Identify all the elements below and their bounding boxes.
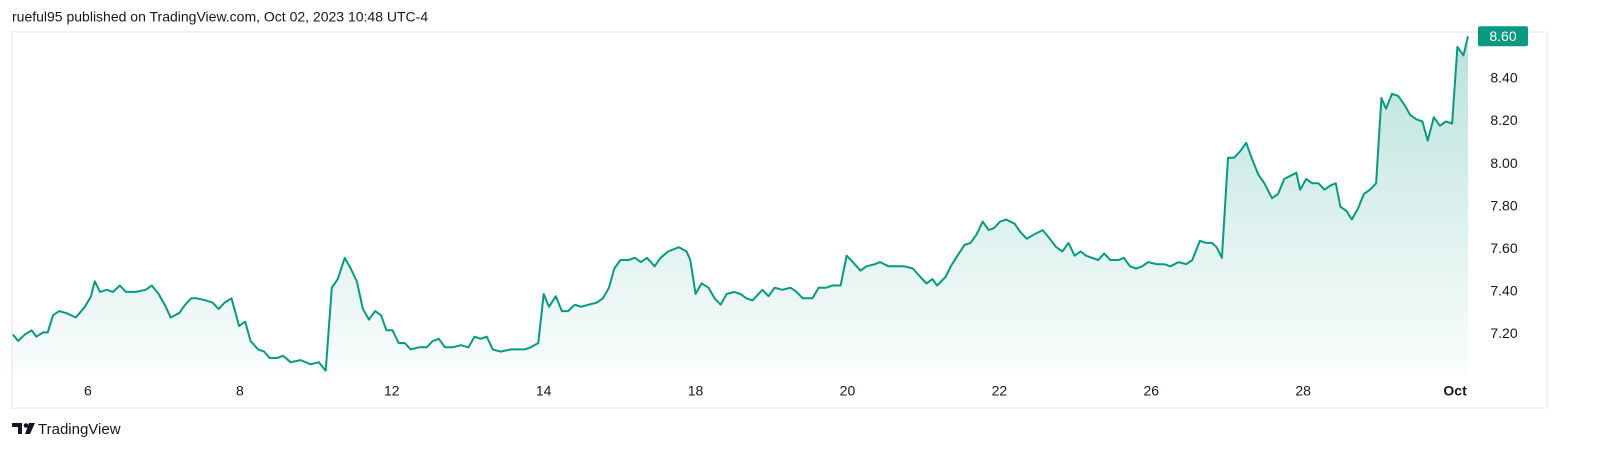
x-tick-label: 22 xyxy=(992,383,1008,399)
x-tick-label: 14 xyxy=(536,383,552,399)
price-line xyxy=(12,36,1469,372)
publish-info: rueful95 published on TradingView.com, O… xyxy=(12,9,428,25)
y-tick-label: 8.40 xyxy=(1490,70,1517,86)
chart-frame xyxy=(11,31,1548,409)
last-price-box xyxy=(1478,26,1528,47)
y-tick-label: 7.40 xyxy=(1490,283,1517,299)
area-fill xyxy=(12,36,1468,376)
x-tick-label: 26 xyxy=(1143,383,1159,399)
x-tick-label: Oct xyxy=(1443,383,1467,399)
x-tick-label: 8 xyxy=(236,383,244,399)
x-tick-label: 12 xyxy=(384,383,400,399)
logo xyxy=(12,423,35,434)
x-tick-label: 20 xyxy=(840,383,856,399)
last-price-label: 8.60 xyxy=(1489,28,1516,44)
brand-name: TradingView xyxy=(38,421,121,438)
y-tick-label: 7.20 xyxy=(1490,325,1517,341)
x-tick-label: 18 xyxy=(688,383,704,399)
y-tick-label: 7.60 xyxy=(1490,240,1517,256)
x-tick-label: 28 xyxy=(1295,383,1311,399)
y-tick-label: 8.00 xyxy=(1490,155,1517,171)
x-tick-label: 6 xyxy=(84,383,92,399)
y-tick-label: 7.80 xyxy=(1490,197,1517,213)
y-tick-label: 8.20 xyxy=(1490,112,1517,128)
